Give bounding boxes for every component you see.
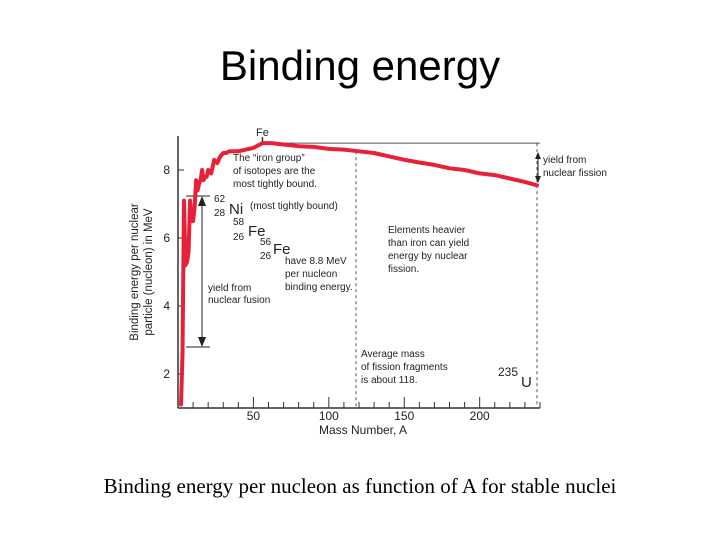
slide-title: Binding energy <box>219 42 501 89</box>
fe58-atomic-number: 26 <box>233 232 245 243</box>
slide-caption: Binding energy per nucleon as function o… <box>103 474 617 498</box>
fe56-symbol: Fe <box>273 241 291 258</box>
fusion-arrow-head-bottom <box>198 337 206 347</box>
x-tick-label: 50 <box>247 409 261 423</box>
ni-symbol: Ni <box>229 201 243 218</box>
heavier-line-2: than iron can yield <box>388 238 469 249</box>
have-energy-line-2: per nucleon <box>285 269 337 280</box>
heavier-line-3: energy by nuclear <box>388 251 468 262</box>
fission-label-line-2: nuclear fission <box>543 168 607 179</box>
fe-top-label: Fe <box>256 127 269 139</box>
y-tick-label: 6 <box>163 231 170 245</box>
fe56-mass-number: 56 <box>260 237 272 248</box>
y-axis-label-line-2: particle (nucleon) in MeV <box>143 208 155 336</box>
ni-mass-number: 62 <box>214 194 226 205</box>
annotations: Fe The “iron group” of isotopes are the … <box>208 127 607 391</box>
heavier-line-1: Elements heavier <box>388 225 466 236</box>
fission-arrow-head-top <box>535 152 541 159</box>
fe58-mass-number: 58 <box>233 217 245 228</box>
x-tick-label: 200 <box>470 409 490 423</box>
iron-group-line-2: of isotopes are the <box>233 166 316 177</box>
iron-group-line-3: most tightly bound. <box>233 179 317 190</box>
u235-mass-number: 235 <box>498 365 518 379</box>
x-major-ticks: 50 100 150 200 <box>247 397 490 423</box>
fusion-label-line-2: nuclear fusion <box>208 295 270 306</box>
fission-arrow <box>535 152 541 183</box>
u235-symbol: U <box>521 374 532 391</box>
avg-mass-line-1: Average mass <box>361 349 425 360</box>
ni-note: (most tightly bound) <box>250 201 338 212</box>
x-tick-label: 100 <box>319 409 339 423</box>
fission-arrow-head-bottom <box>535 176 541 183</box>
heavier-line-4: fission. <box>388 264 419 275</box>
y-tick-label: 4 <box>163 299 170 313</box>
binding-energy-curve <box>179 141 539 407</box>
x-tick-label: 150 <box>394 409 414 423</box>
fusion-arrow <box>186 195 210 348</box>
y-tick-label: 8 <box>163 163 170 177</box>
y-tick-label: 2 <box>163 367 170 381</box>
fusion-arrow-head-top <box>198 196 206 206</box>
avg-mass-line-3: is about 118. <box>361 375 418 386</box>
fe58-symbol: Fe <box>248 223 266 240</box>
iron-group-line-1: The “iron group” <box>233 153 305 164</box>
have-energy-line-3: binding energy. <box>285 282 353 293</box>
ni-atomic-number: 28 <box>214 208 226 219</box>
y-axis-label-line-1: Binding energy per nuclear <box>129 203 141 341</box>
fusion-label-line-1: yield from <box>208 283 251 294</box>
x-axis-label: Mass Number, A <box>319 423 407 437</box>
have-energy-line-1: have 8.8 MeV <box>285 256 347 267</box>
fission-label-line-1: yield from <box>543 155 586 166</box>
x-minor-ticks <box>192 402 541 408</box>
fe56-atomic-number: 26 <box>260 251 272 262</box>
avg-mass-line-2: of fission fragments <box>361 362 448 373</box>
